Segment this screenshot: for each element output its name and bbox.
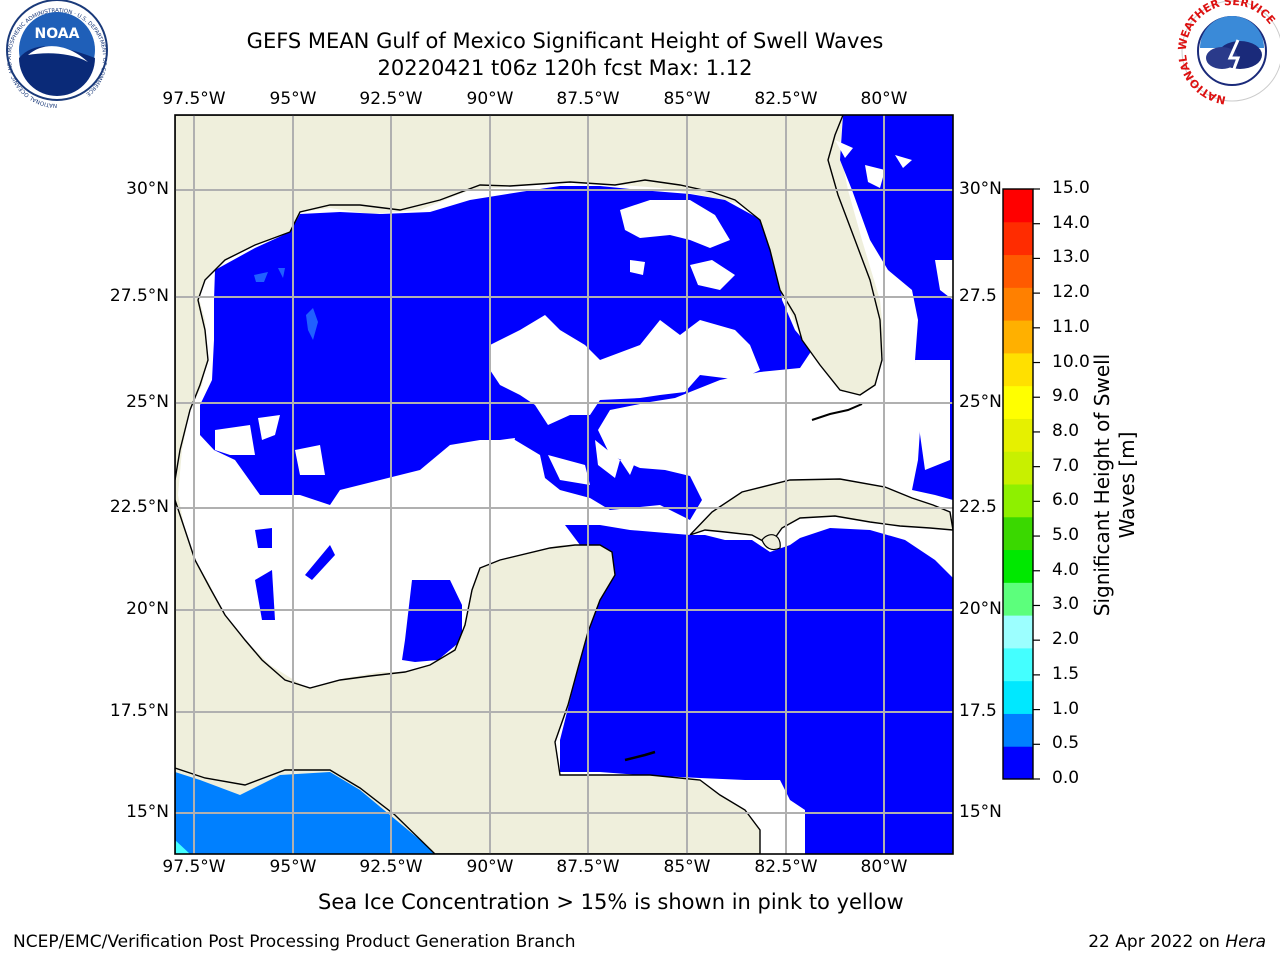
isle-of-youth [761,534,781,551]
florida-keys [811,403,863,421]
colorbar [1003,188,1040,780]
colorbar-segment [1003,746,1033,780]
lat-label: 15°N [959,802,1002,822]
colorbar-frame [1002,188,1034,780]
colorbar-tick-label: 15.0 [1052,178,1090,198]
lon-label: 97.5°W [162,89,226,109]
swell-1-1.5m [175,840,190,854]
colorbar-tick-label: 0.5 [1052,733,1080,754]
no-swell-patches [215,140,953,485]
map-frame [174,114,954,855]
colorbar-segment [1003,549,1033,583]
colorbar-segment [1003,352,1033,387]
credit-line: NCEP/EMC/Verification Post Processing Pr… [13,932,576,952]
date-line: 22 Apr 2022 on Hera [1088,932,1266,952]
lat-label: 22.5°N [109,497,169,517]
colorbar-segment [1003,713,1033,747]
colorbar-segment [1003,451,1033,485]
lat-label: 22.5 [959,497,997,517]
colorbar-tick-label: 2.0 [1052,629,1080,650]
lon-label: 92.5°W [359,857,423,877]
lon-label: 95°W [269,857,317,877]
lon-label: 87.5°W [556,89,620,109]
colorbar-tick-label: 11.0 [1052,316,1090,337]
lat-label: 20°N [959,599,1002,619]
lat-label: 15°N [126,802,169,822]
colorbar-segment [1003,516,1033,551]
lon-label: 85°W [663,857,711,877]
lat-label: 27.5 [959,286,997,306]
colorbar-segment [1003,647,1033,682]
lon-label: 82.5°W [754,89,818,109]
lat-label: 25°N [126,392,169,412]
nws-logo: NATIONAL WEATHER SERVICE [1176,0,1280,107]
lat-label: 30°N [126,179,169,199]
lon-label: 80°W [860,89,908,109]
colorbar-tick-label: 14.0 [1052,212,1090,233]
chart-subtitle: 20220421 t06z 120h fcst Max: 1.12 [377,56,753,80]
colorbar-tick-label: 6.0 [1052,490,1080,511]
colorbar-tick-label: 8.0 [1052,420,1080,441]
colorbar-tick-label: 12.0 [1052,282,1090,303]
lat-label: 20°N [126,599,169,619]
colorbar-tick-label: 10.0 [1052,351,1090,372]
lon-label: 87.5°W [556,857,620,877]
colorbar-segment [1003,615,1033,649]
swell-small-patches [254,268,318,340]
noaa-logo: NOAA NATIONAL OCEANIC AND ATMOSPHERIC AD… [6,0,108,108]
noaa-logo-text: NOAA [35,26,80,42]
host-name: Hera [1225,932,1266,952]
lat-label: 25°N [959,392,1002,412]
central-america [175,499,761,854]
colorbar-label-line1: Significant Height of Swell [1090,353,1114,617]
lon-label: 90°W [466,857,514,877]
colorbar-segment [1003,385,1033,419]
graticule [175,115,953,854]
lat-label: 30°N [959,179,1002,199]
colorbar-label-line2: Waves [m] [1115,431,1139,539]
lon-label: 97.5°W [162,857,226,877]
colorbar-segment [1003,418,1033,452]
lon-label: 95°W [269,89,317,109]
sea-ice-note: Sea Ice Concentration > 15% is shown in … [318,890,904,914]
colorbar-tick-label: 1.0 [1052,698,1080,719]
colorbar-tick-label: 9.0 [1052,386,1080,407]
colorbar-segment [1003,287,1033,321]
date-text: 22 Apr 2022 on [1088,932,1220,952]
lon-label: 90°W [466,89,514,109]
bay-islands [624,750,656,762]
colorbar-tick-label: 7.0 [1052,455,1080,476]
colorbar-segment [1003,680,1033,714]
colorbar-tick-label: 4.0 [1052,559,1080,580]
colorbar-tick-label: 0.0 [1052,768,1080,788]
lat-label: 27.5°N [109,286,169,306]
colorbar-segment [1003,221,1033,256]
cuba [689,478,953,546]
lon-label: 80°W [860,857,908,877]
colorbar-segment [1003,189,1033,223]
lon-label: 82.5°W [754,857,818,877]
lat-label: 17.5°N [109,701,169,721]
lon-label: 85°W [663,89,711,109]
colorbar-segment [1003,484,1033,518]
colorbar-segment [1003,582,1033,616]
chart-title: GEFS MEAN Gulf of Mexico Significant Hei… [246,29,884,53]
colorbar-tick-label: 5.0 [1052,525,1080,546]
lat-label: 17.5 [959,701,997,721]
colorbar-segment [1003,320,1033,354]
colorbar-segment [1003,254,1033,288]
colorbar-tick-label: 3.0 [1052,594,1080,615]
colorbar-label: Significant Height of Swell Waves [m] [1090,354,1140,616]
colorbar-tick-label: 13.0 [1052,247,1090,268]
lon-label: 92.5°W [359,89,423,109]
colorbar-tick-label: 1.5 [1052,663,1080,684]
